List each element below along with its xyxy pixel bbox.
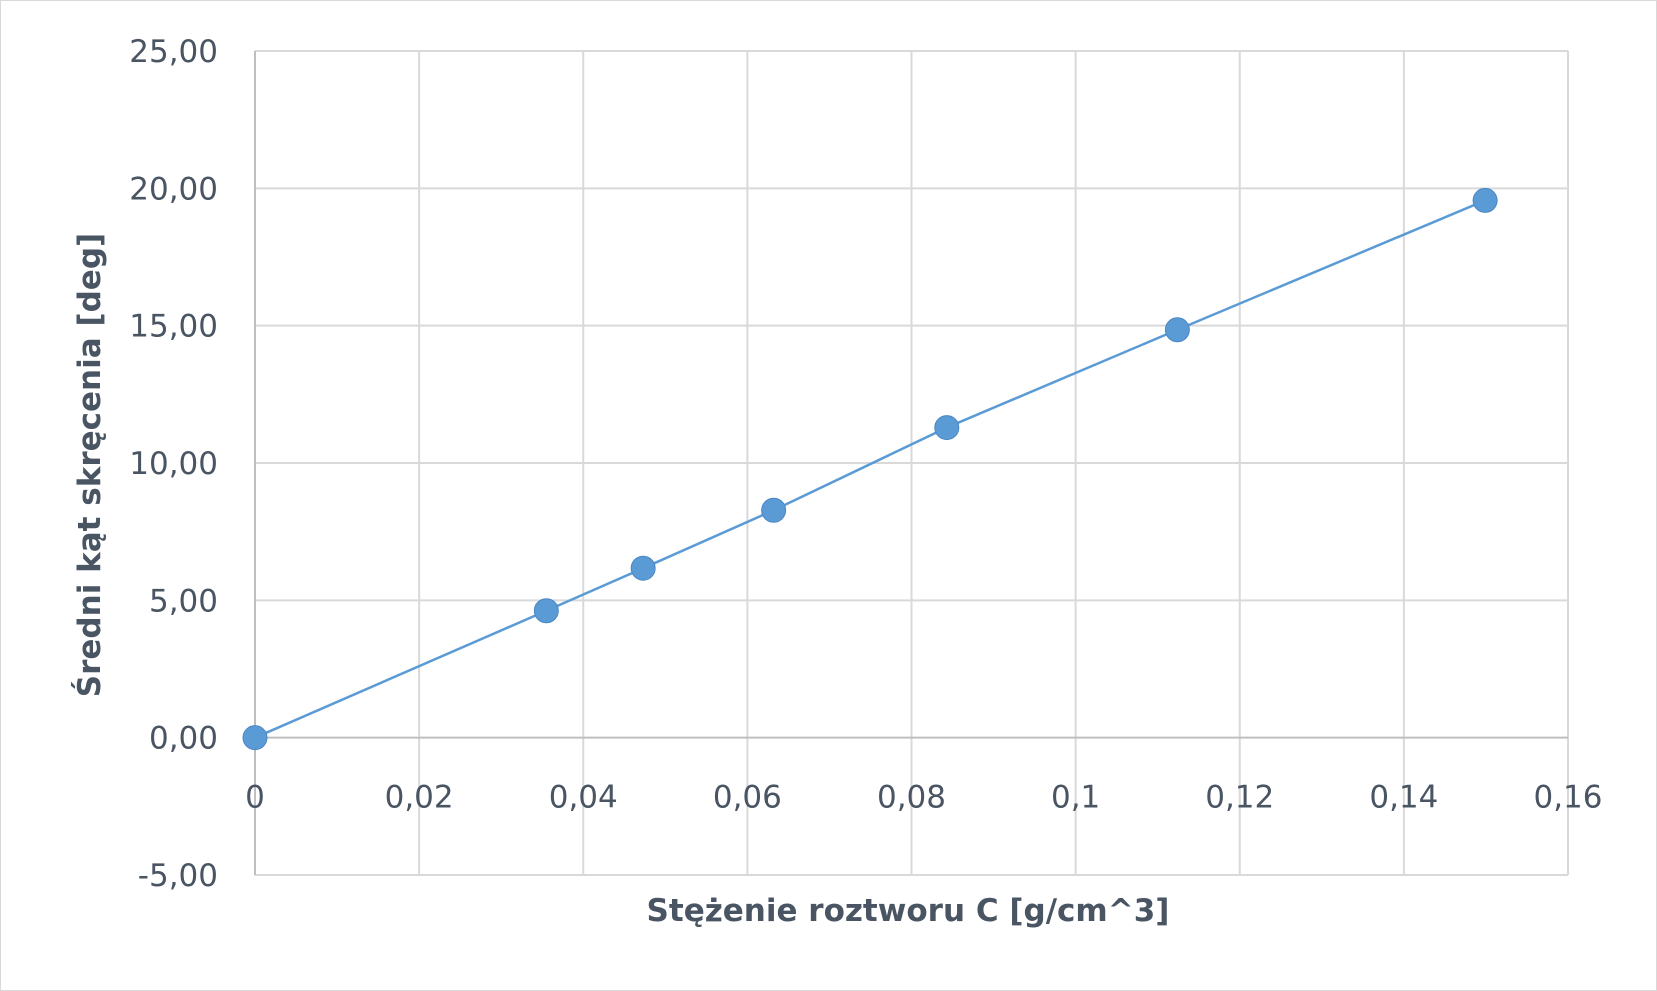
data-point: [1472, 187, 1498, 213]
data-point: [761, 497, 787, 523]
x-tick-label: 0,1: [1051, 780, 1100, 816]
y-tick-label: 20,00: [129, 171, 218, 207]
data-point: [630, 555, 656, 581]
data-point: [1164, 317, 1190, 343]
x-tick-label: 0: [245, 780, 265, 816]
data-series: [242, 187, 1498, 751]
grid-lines: [255, 50, 1569, 876]
y-tick-label: 15,00: [129, 309, 218, 345]
tick-labels: -5,00 0,00 5,00 10,00 15,00 20,00 25,00 0 0,02 0,…: [129, 34, 1602, 894]
x-axis-title: Stężenie roztworu C [g/cm^3]: [647, 893, 1170, 929]
y-tick-label: 25,00: [129, 34, 218, 70]
y-tick-label: -5,00: [138, 858, 218, 894]
x-tick-label: 0,06: [713, 780, 782, 816]
y-tick-label: 0,00: [149, 721, 218, 757]
data-point: [533, 598, 559, 624]
x-tick-label: 0,04: [549, 780, 618, 816]
x-tick-label: 0,14: [1369, 780, 1438, 816]
series-line: [254, 199, 1486, 739]
data-point: [934, 415, 960, 441]
y-tick-label: 10,00: [129, 446, 218, 482]
x-tick-label: 0,12: [1205, 780, 1274, 816]
x-tick-label: 0,08: [877, 780, 946, 816]
y-tick-label: 5,00: [149, 583, 218, 619]
y-axis-title: Średni kąt skręcenia [deg]: [71, 233, 108, 697]
x-tick-label: 0,16: [1533, 780, 1602, 816]
x-tick-label: 0,02: [385, 780, 454, 816]
data-point: [242, 725, 268, 751]
